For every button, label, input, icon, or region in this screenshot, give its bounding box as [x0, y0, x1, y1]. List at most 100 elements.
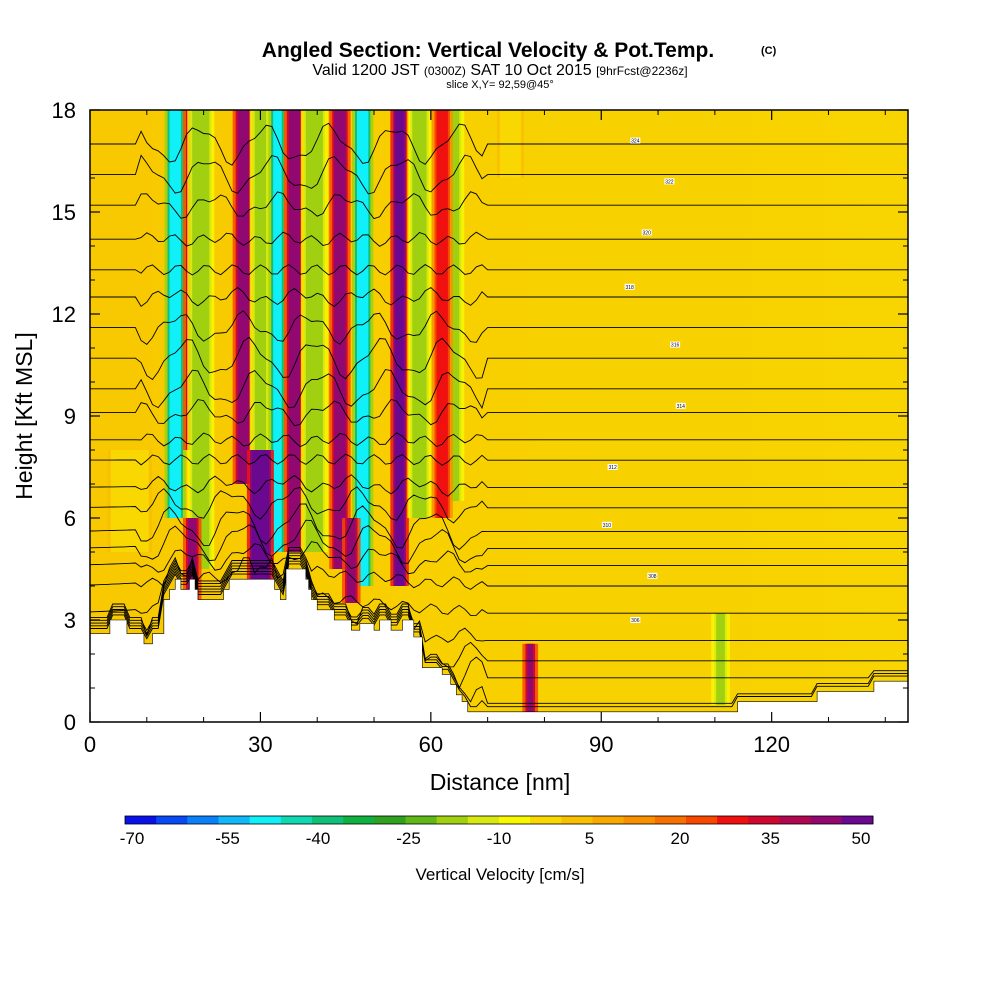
- colorbar: -70 -55 -40 -25 -10 5 20 35 50: [120, 815, 874, 848]
- theta-contour-line: [90, 432, 908, 448]
- chart-subtitle: Valid 1200 JST (0300Z) SAT 10 Oct 2015 […: [312, 62, 687, 79]
- theta-contour-line: [90, 547, 908, 590]
- theta-label-text: 318: [625, 285, 634, 291]
- title-mark: (C): [761, 45, 777, 57]
- theta-label: 318: [624, 283, 635, 291]
- colorbar-swatch: [810, 816, 843, 824]
- colorbar-swatch: [654, 816, 687, 824]
- theta-contour-line: [90, 231, 908, 247]
- velocity-column: [305, 110, 323, 552]
- y-tick-label: 12: [52, 302, 76, 327]
- theta-contour-line: [90, 122, 908, 166]
- colorbar-swatch: [187, 816, 219, 824]
- y-tick-label: 15: [52, 200, 76, 225]
- colorbar-label: Vertical Velocity [cm/s]: [415, 865, 584, 884]
- colorbar-swatch: [467, 816, 500, 824]
- colorbar-swatch: [717, 816, 749, 824]
- theta-contour-line: [90, 398, 908, 427]
- theta-label: 312: [607, 464, 618, 471]
- theta-label-bg: [675, 402, 686, 409]
- theta-contour-line: [90, 549, 908, 616]
- colorbar-swatch: [561, 816, 593, 824]
- colorbar-tick-label: -55: [215, 829, 240, 848]
- theta-label: 314: [675, 402, 686, 410]
- colorbar-tick-label: 50: [852, 829, 871, 848]
- velocity-column: [412, 110, 427, 518]
- velocity-column: [716, 613, 725, 705]
- velocity-column: [273, 110, 282, 552]
- x-tick-label: 0: [84, 732, 96, 757]
- y-tick-label: 3: [64, 608, 76, 633]
- theta-contour-line: [90, 486, 908, 524]
- theta-label-bg: [624, 283, 635, 290]
- colorbar-swatch: [218, 816, 251, 824]
- theta-label-bg: [664, 178, 675, 185]
- theta-contour-line: [90, 286, 908, 308]
- y-tick-label: 0: [64, 710, 76, 735]
- theta-contour-line: [90, 558, 908, 690]
- x-axis-label: Distance [nm]: [430, 769, 571, 795]
- theta-contour-line: [90, 555, 908, 668]
- colorbar-swatch: [592, 816, 625, 824]
- theta-label-bg: [601, 521, 612, 528]
- theta-label: 316: [670, 341, 681, 349]
- theta-contour-line: [90, 191, 908, 220]
- colorbar-swatch: [779, 816, 812, 824]
- x-tick-label: 30: [248, 732, 272, 757]
- theta-label-text: 306: [631, 618, 640, 624]
- theta-label-text: 320: [643, 230, 652, 236]
- theta-contour-line: [90, 369, 908, 410]
- theta-contour-line: [90, 310, 908, 346]
- theta-label-text: 324: [631, 139, 640, 145]
- velocity-column: [356, 110, 369, 586]
- theta-contour-line: [90, 474, 908, 497]
- colorbar-tick-label: 20: [671, 829, 690, 848]
- plot-area: 306 308 310 312 314 316 318 320 322 324: [90, 110, 908, 722]
- theta-label: 320: [641, 229, 652, 236]
- colorbar-swatch: [374, 816, 406, 824]
- velocity-column: [395, 110, 404, 586]
- theta-label-text: 312: [608, 465, 617, 471]
- theta-label-text: 316: [671, 343, 680, 349]
- y-tick-label: 6: [64, 506, 76, 531]
- colorbar-swatch: [499, 816, 531, 824]
- subtitle-valid: Valid 1200 JST: [312, 62, 420, 79]
- velocity-column: [347, 518, 356, 603]
- theta-contour-line: [90, 552, 908, 643]
- chart-title: Angled Section: Vertical Velocity & Pot.…: [262, 39, 714, 62]
- theta-label-bg: [607, 464, 618, 470]
- colorbar-swatch: [343, 816, 375, 824]
- potential-temperature-contours: [90, 122, 908, 708]
- colorbar-swatch: [686, 816, 718, 824]
- velocity-column: [169, 110, 181, 518]
- colorbar-swatch: [436, 816, 469, 824]
- theta-label-bg: [670, 341, 681, 348]
- contour-labels: 306 308 310 312 314 316 318 320 322 324: [601, 137, 686, 624]
- colorbar-tick-label: -70: [120, 829, 145, 848]
- colorbar-tick-label: -25: [396, 829, 421, 848]
- y-tick-label: 9: [64, 404, 76, 429]
- theta-label-bg: [630, 137, 641, 144]
- theta-label: 324: [630, 137, 641, 145]
- colorbar-frame: [124, 815, 874, 825]
- theta-label-text: 314: [677, 404, 686, 410]
- velocity-column: [288, 110, 301, 552]
- colorbar-swatch: [405, 816, 438, 824]
- x-tick-label: 120: [753, 732, 790, 757]
- velocity-column: [112, 450, 147, 552]
- slice-label: slice X,Y= 92,59@45°: [446, 79, 554, 91]
- velocity-column: [334, 110, 346, 569]
- y-axis: 0 3 6 9 12 15 18: [52, 98, 908, 735]
- subtitle-date: SAT 10 Oct 2015: [470, 62, 591, 79]
- subtitle-forecast: [9hrFcst@2236z]: [596, 64, 688, 78]
- colorbar-swatch: [530, 816, 562, 824]
- velocity-column: [436, 110, 448, 518]
- theta-contour-line: [90, 453, 908, 466]
- theta-contour-line: [90, 563, 908, 708]
- theta-label: 310: [601, 521, 612, 529]
- colorbar-tick-label: -10: [487, 829, 512, 848]
- terrain-mask: [90, 568, 908, 722]
- theta-label-bg: [647, 572, 658, 579]
- velocity-column: [192, 110, 210, 569]
- theta-label-text: 322: [665, 179, 674, 185]
